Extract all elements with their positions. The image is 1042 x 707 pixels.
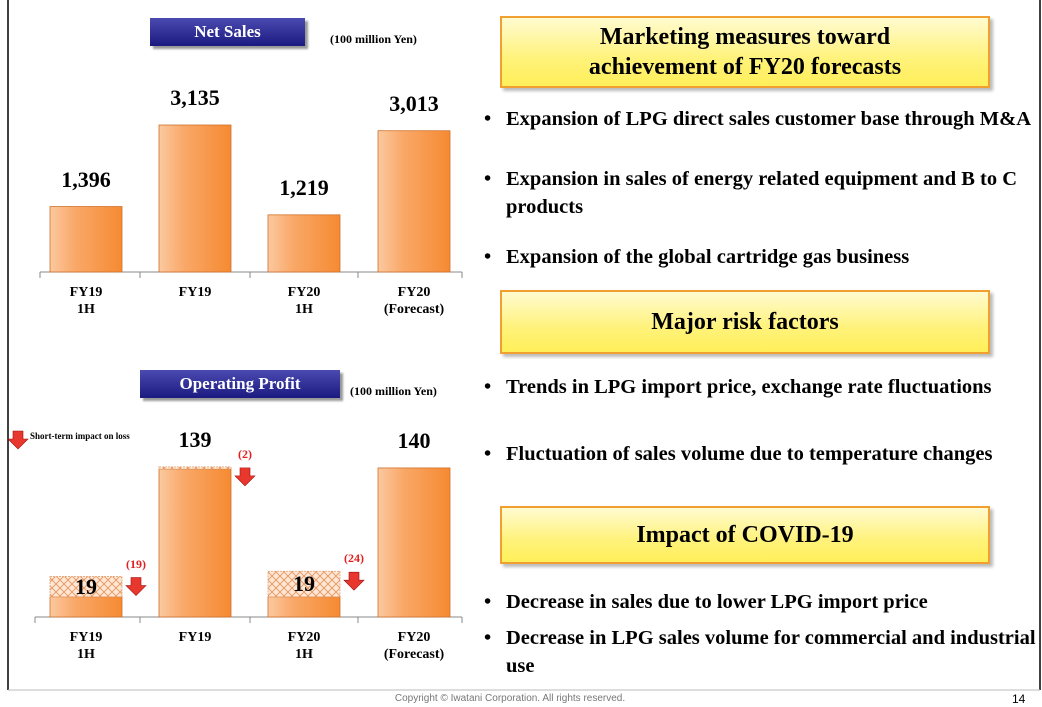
bar — [49, 206, 123, 273]
bullet-item: • Trends in LPG import price, exchange r… — [484, 373, 1040, 401]
x-tick-label: FY20 (Forecast) — [383, 630, 445, 662]
value-label: 19 — [293, 570, 315, 596]
x-tick-label: FY20 1H — [287, 630, 321, 662]
unit-label: (100 million Yen) — [330, 32, 417, 46]
impact-label: (19) — [126, 556, 146, 571]
legend-label: Short-term impact on loss — [30, 431, 130, 441]
bullet-dot: • — [484, 108, 492, 130]
bullet-dot: • — [484, 443, 492, 465]
bullet-text: Fluctuation of sales volume due to tempe… — [506, 443, 993, 465]
bar — [267, 596, 341, 618]
bullet-dot: • — [484, 591, 492, 613]
bullet-item: • Expansion of LPG direct sales customer… — [484, 105, 1040, 133]
x-tick-label: FY20 1H — [287, 285, 321, 317]
bullet-dot: • — [484, 376, 492, 398]
section-title: Major risk factors — [500, 290, 990, 354]
chart-title: Net Sales — [150, 18, 305, 46]
down-arrow — [125, 577, 147, 596]
bullet-text: Expansion in sales of energy related equ… — [506, 168, 1018, 218]
unit-label: (100 million Yen) — [350, 384, 437, 398]
value-label: 139 — [178, 426, 212, 452]
bullet-item: • Decrease in LPG sales volume for comme… — [484, 624, 1040, 680]
impact-bar — [267, 570, 341, 598]
bullet-dot: • — [484, 246, 492, 268]
value-label: 1,396 — [61, 166, 111, 192]
x-tick-label: FY19 1H — [69, 285, 103, 317]
bullet-dot: • — [484, 627, 492, 649]
bullet-item: • Decrease in sales due to lower LPG imp… — [484, 588, 1040, 616]
chart-title: Operating Profit — [140, 370, 340, 398]
bullet-text: Decrease in LPG sales volume for commerc… — [506, 627, 1036, 677]
bullet-text: Expansion of the global cartridge gas bu… — [506, 246, 910, 268]
bullet-text: Trends in LPG import price, exchange rat… — [506, 376, 992, 398]
bullet-item: • Expansion of the global cartridge gas … — [484, 243, 1040, 271]
x-tick-label: FY19 1H — [69, 630, 103, 662]
bullet-text: Expansion of LPG direct sales customer b… — [506, 108, 1032, 130]
down-arrow — [7, 430, 29, 450]
x-tick-label: FY20 (Forecast) — [383, 285, 445, 317]
value-label: 19 — [75, 573, 97, 599]
down-arrow — [234, 467, 256, 487]
impact-bar — [49, 576, 123, 598]
value-label: 3,135 — [170, 85, 220, 110]
bar — [49, 596, 123, 618]
x-tick-label: FY19 — [178, 630, 212, 645]
x-tick-label: FY19 — [178, 285, 212, 300]
down-arrow — [343, 571, 365, 591]
bar — [267, 214, 341, 273]
bar — [377, 467, 451, 618]
bar — [158, 124, 232, 273]
bullet-dot: • — [484, 168, 492, 190]
page-number: 14 — [1012, 692, 1026, 706]
value-label: 140 — [397, 427, 431, 453]
copyright: Copyright © Iwatani Corporation. All rig… — [394, 693, 626, 704]
bullet-item: • Expansion in sales of energy related e… — [484, 165, 1040, 221]
impact-label: (24) — [344, 551, 364, 566]
section-title: Marketing measures toward achievement of… — [500, 16, 990, 88]
impact-label: (2) — [238, 446, 252, 461]
bar — [158, 468, 232, 618]
value-label: 3,013 — [389, 90, 439, 116]
bullet-text: Decrease in sales due to lower LPG impor… — [506, 591, 928, 613]
section-title: Impact of COVID-19 — [500, 506, 990, 564]
impact-bar — [158, 466, 232, 470]
value-label: 1,219 — [279, 174, 329, 200]
bar — [377, 130, 451, 273]
bullet-item: • Fluctuation of sales volume due to tem… — [484, 440, 1040, 468]
